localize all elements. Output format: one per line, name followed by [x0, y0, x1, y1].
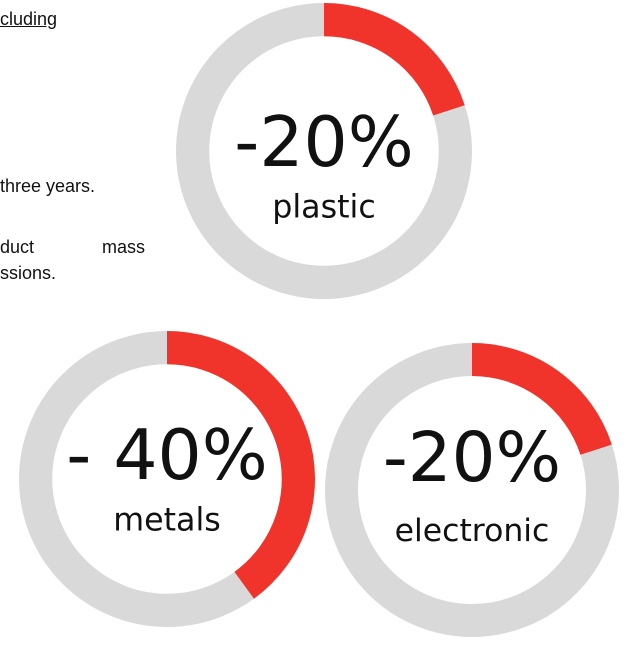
- donut-value-label: -20%: [383, 418, 561, 498]
- body-text-fragment: duct mass: [0, 237, 145, 257]
- donut-chart-electronic: -20% electronic: [322, 340, 622, 640]
- donut-category-label: metals: [113, 502, 221, 538]
- donut-value-label: - 40%: [66, 416, 268, 496]
- body-text-fragment: ssions.: [0, 263, 57, 283]
- donut-category-label: electronic: [395, 513, 550, 549]
- donut-value-label: -20%: [234, 103, 413, 183]
- donut-svg: -20% electronic: [325, 343, 619, 637]
- donut-svg: - 40% metals: [19, 331, 315, 627]
- donut-value-arc: [471, 343, 612, 456]
- underlined-text-fragment: cluding: [0, 9, 58, 29]
- donut-value-arc: [323, 3, 465, 116]
- donut-svg: -20% plastic: [176, 3, 472, 299]
- donut-category-label: plastic: [272, 189, 376, 225]
- body-text-fragment: three years.: [0, 176, 96, 196]
- donut-chart-plastic: -20% plastic: [173, 0, 475, 302]
- donut-chart-metals: - 40% metals: [16, 328, 318, 630]
- donut-value-arc: [166, 331, 315, 599]
